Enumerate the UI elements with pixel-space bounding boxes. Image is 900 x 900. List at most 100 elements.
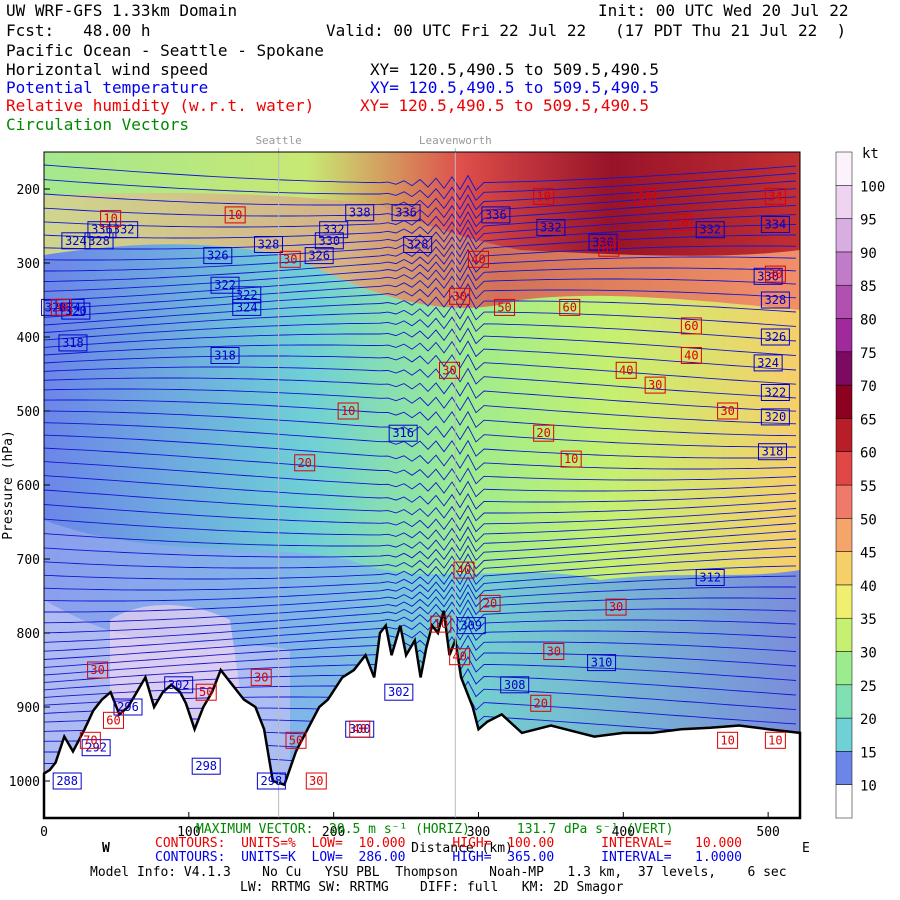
rh-label-box (670, 213, 692, 231)
rh-label-box (615, 361, 637, 379)
rh-label: 30 (452, 289, 466, 303)
rh-label-box (224, 206, 246, 224)
theta-label-box (191, 757, 221, 775)
colorbar-label: 80 (860, 313, 877, 329)
rh-label-box (195, 683, 217, 701)
colorbar-label: 70 (860, 379, 877, 395)
x-tick-label: 0 (40, 825, 48, 840)
theta-label: 298 (261, 774, 283, 788)
rh-label: 30 (547, 645, 561, 659)
theta-label-box (232, 286, 262, 304)
landmark-lines: Seattle Leavenworth (255, 134, 492, 818)
theta-label: 324 (236, 300, 258, 314)
x-tick-label: 500 (756, 825, 779, 840)
isentrope-line (44, 173, 797, 202)
theta-label-box (481, 206, 511, 224)
rh-label: 10 (103, 212, 117, 226)
rh-label: 30 (90, 663, 104, 677)
isentrope-lines (44, 164, 797, 818)
colorbar-label: 45 (860, 546, 877, 562)
rh-label: 30 (768, 267, 782, 281)
theta-label-box (113, 698, 143, 716)
axes: 0 100 200 300 400 500 200 300 400 500 600 700 800 900… (1, 151, 810, 856)
theta-label: 336 (395, 206, 417, 220)
isentrope-line (44, 283, 797, 318)
colorbar-label: 100 (860, 179, 885, 195)
rh-label-box (559, 298, 581, 316)
isentrope-line (44, 546, 797, 580)
theta-label-box (84, 232, 114, 250)
model-title: UW WRF-GFS 1.33km Domain (6, 1, 238, 20)
rh-label: 10 (674, 215, 688, 229)
rh-label-box (533, 187, 555, 205)
isentrope-line (44, 644, 797, 676)
colorbar-label: 50 (860, 512, 877, 528)
isentrope-line (44, 597, 797, 634)
rh-label: 20 (483, 596, 497, 610)
colorbar-swatch (835, 151, 853, 186)
rh-label: 10 (434, 617, 448, 631)
theta-label: 318 (62, 336, 84, 350)
isentrope-line (44, 565, 797, 602)
isentrope-line (44, 575, 797, 613)
isentrope-line (44, 615, 797, 652)
colorbar-label: 30 (860, 646, 877, 662)
colorbar-label: 85 (860, 279, 877, 295)
rh-label: 60 (602, 241, 616, 255)
rh-label-box (279, 250, 301, 268)
isentrope-line (44, 447, 797, 485)
rh-label: 30 (720, 404, 734, 418)
theta-label-box (695, 569, 725, 586)
theta-label-box (304, 247, 334, 265)
colorbar-swatch (835, 318, 853, 353)
theta-label-box (253, 236, 283, 253)
theta-label-box (753, 354, 783, 372)
theta-label-box (203, 247, 233, 265)
rh-label: 10 (768, 733, 782, 747)
isentrope-line (44, 475, 797, 510)
theta-label-box (588, 233, 618, 251)
rh-label-box (449, 648, 471, 666)
rh-label-box (103, 711, 125, 729)
isentrope-line (44, 461, 797, 498)
west-label: W (102, 841, 110, 856)
theta-label: 328 (407, 238, 429, 252)
theta-label-box (319, 221, 349, 239)
isentrope-line (44, 164, 797, 192)
colorbar-label: 60 (860, 446, 877, 462)
rh-label: 40 (457, 563, 471, 577)
rh-label: 10 (564, 452, 578, 466)
colorbar-swatch (835, 717, 853, 752)
rh-label-box (50, 298, 72, 316)
colorbar-label: 95 (860, 213, 877, 229)
y-tick-label: 400 (17, 331, 40, 346)
theta-label: 326 (308, 249, 330, 263)
rh-label: 50 (497, 300, 511, 314)
colorbar-swatch (835, 284, 853, 319)
theta-label: 322 (236, 288, 258, 302)
rh-label: 60 (562, 300, 576, 314)
isentrope-line (44, 315, 797, 342)
theta-label-box (753, 267, 783, 285)
theta-contour-note: CONTOURS: UNITS=K LOW= 286.00 HIGH= 365.… (155, 850, 742, 865)
theta-label-box (81, 739, 111, 757)
rh-label: 70 (83, 733, 97, 747)
isentrope-line (44, 538, 797, 570)
header: UW WRF-GFS 1.33km Domain Init: 00 UTC We… (0, 0, 900, 140)
xy-rh: XY= 120.5,490.5 to 509.5,490.5 (360, 96, 649, 115)
theta-label-box (256, 772, 286, 790)
theta-label-box (757, 443, 787, 461)
isentrope-line (44, 204, 797, 239)
rh-label-box (467, 250, 489, 268)
isentrope-line (44, 399, 797, 437)
isentrope-line (44, 180, 797, 211)
isentrope-line (44, 214, 797, 250)
xy-wind: XY= 120.5,490.5 to 509.5,490.5 (370, 60, 659, 79)
theta-label: 332 (540, 220, 562, 234)
theta-label-box (456, 617, 486, 635)
colorbar-label: 75 (860, 346, 877, 362)
landmark-label-leavenworth: Leavenworth (419, 134, 492, 147)
cross-section-region: Pacific Ocean - Seattle - Spokane (6, 41, 324, 60)
theta-label-box (61, 232, 91, 250)
